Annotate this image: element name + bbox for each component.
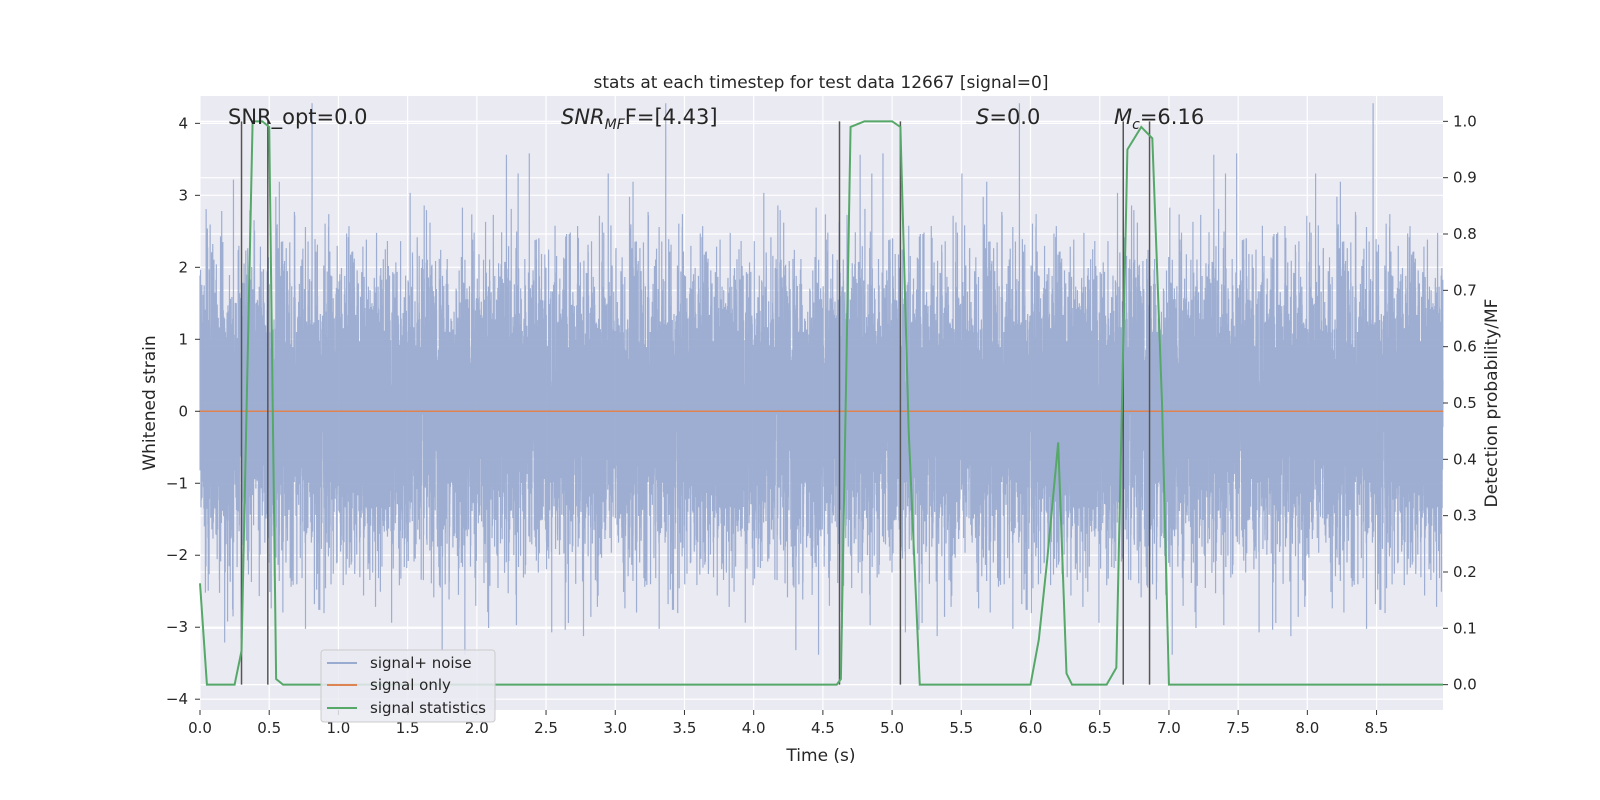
legend: signal+ noise signal only signal statist…: [320, 649, 496, 723]
y-right-tick-label-6: 0.4: [1453, 450, 1477, 468]
series-signal-noise: [199, 103, 1444, 655]
y-right-tick-label-4: 0.6: [1453, 338, 1477, 356]
x-tick-label-6: 3.0: [603, 719, 627, 737]
vertical-markers: [240, 121, 1151, 685]
y-right-tick-label-2: 0.8: [1453, 225, 1477, 243]
y-right-tick-label-7: 0.3: [1453, 507, 1477, 525]
y-right-tick-label-8: 0.2: [1453, 563, 1477, 581]
x-tick-label-17: 8.5: [1365, 719, 1389, 737]
x-tick-label-1: 0.5: [257, 719, 281, 737]
x-tick-label-16: 8.0: [1295, 719, 1319, 737]
legend-label-signal-only: signal only: [370, 676, 451, 694]
y-right-tick-labels: 1.0 0.9 0.8 0.7 0.6 0.5 0.4 0.3 0.2 0.1 0.0: [1443, 112, 1477, 694]
y-right-tick-label-1: 0.9: [1453, 169, 1477, 187]
y-right-tick-label-10: 0.0: [1453, 676, 1477, 694]
x-tick-label-0: 0.0: [188, 719, 212, 737]
y-right-tick-label-0: 1.0: [1453, 112, 1477, 130]
y-right-tick-label-9: 0.1: [1453, 619, 1477, 637]
legend-box: [320, 649, 496, 723]
x-tick-label-5: 2.5: [534, 719, 558, 737]
y-tick-label-8: −4: [166, 690, 188, 708]
x-tick-label-14: 7.0: [1157, 719, 1181, 737]
y-right-tick-label-3: 0.7: [1453, 281, 1477, 299]
signal-noise-line: [199, 103, 1444, 655]
y-tick-label-5: −1: [166, 474, 188, 492]
annotations: SNR_opt=0.0 SNRMFF=[4.43] S=0.0 Mc=6.16: [228, 105, 1204, 133]
y-right-tick-label-5: 0.5: [1453, 394, 1477, 412]
x-tick-label-8: 4.0: [742, 719, 766, 737]
y-tick-label-4: 0: [178, 402, 188, 420]
x-tick-label-4: 2.0: [465, 719, 489, 737]
y-tick-label-7: −3: [166, 618, 188, 636]
x-tick-label-9: 4.5: [811, 719, 835, 737]
annotation-snr-mf: SNRMFF=[4.43]: [561, 105, 718, 133]
annotation-chirp-mass: Mc=6.16: [1114, 105, 1204, 133]
x-tick-labels: 0.0 0.5 1.0 1.5 2.0 2.5 3.0 3.5 4.0 4.5 5.0 5.5 6.0 6…: [188, 710, 1388, 737]
y-tick-label-3: 1: [178, 330, 188, 348]
x-axis-label: Time (s): [785, 746, 855, 766]
x-tick-label-2: 1.0: [326, 719, 350, 737]
x-tick-label-3: 1.5: [396, 719, 420, 737]
series-signal-statistics: [199, 120, 1443, 686]
x-tick-label-15: 7.5: [1226, 719, 1250, 737]
signal-statistics-line: [199, 120, 1443, 686]
y-tick-label-0: 4: [178, 114, 188, 132]
y-tick-label-6: −2: [166, 546, 188, 564]
annotation-snr-opt: SNR_opt=0.0: [228, 105, 368, 130]
x-tick-label-13: 6.5: [1088, 719, 1112, 737]
y-right-axis-label: Detection probability/MF: [1482, 299, 1502, 508]
x-tick-label-11: 5.5: [949, 719, 973, 737]
chart-title: stats at each timestep for test data 126…: [594, 73, 1049, 93]
x-tick-label-7: 3.5: [673, 719, 697, 737]
y-axis-label: Whitened strain: [140, 335, 160, 470]
y-tick-label-1: 3: [178, 186, 188, 204]
legend-label-signal-statistics: signal statistics: [370, 699, 486, 717]
y-tick-label-2: 2: [178, 258, 188, 276]
annotation-s-stat: S=0.0: [976, 105, 1040, 129]
x-tick-label-10: 5.0: [880, 719, 904, 737]
legend-label-signal-noise: signal+ noise: [370, 654, 472, 672]
x-tick-label-12: 6.0: [1019, 719, 1043, 737]
y-tick-labels: 4 3 2 1 0 −1 −2 −3 −4: [166, 114, 200, 708]
